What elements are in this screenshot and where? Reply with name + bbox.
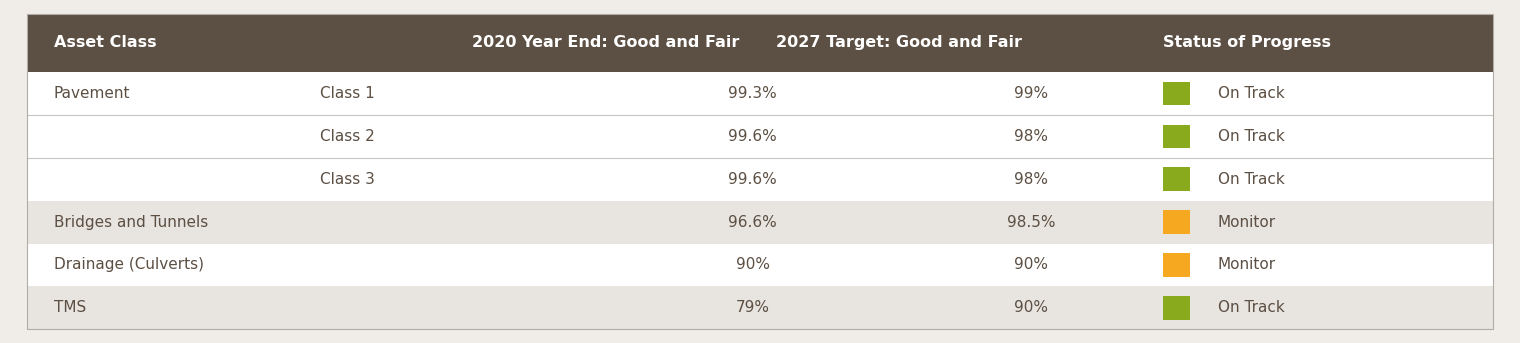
Text: 90%: 90% [1014,258,1049,272]
FancyBboxPatch shape [27,14,1493,72]
FancyBboxPatch shape [27,286,1493,329]
Text: 90%: 90% [736,258,769,272]
Text: On Track: On Track [1218,86,1284,101]
Text: Drainage (Culverts): Drainage (Culverts) [53,258,204,272]
Text: TMS: TMS [53,300,87,315]
Text: 2027 Target: Good and Fair: 2027 Target: Good and Fair [777,35,1023,50]
FancyBboxPatch shape [1163,296,1190,320]
Text: 96.6%: 96.6% [728,215,777,229]
Text: Class 1: Class 1 [321,86,375,101]
FancyBboxPatch shape [27,201,1493,244]
Text: On Track: On Track [1218,300,1284,315]
Text: Pavement: Pavement [53,86,131,101]
FancyBboxPatch shape [1163,82,1190,105]
FancyBboxPatch shape [1163,125,1190,148]
Text: 98%: 98% [1014,129,1049,144]
Text: 99.6%: 99.6% [728,129,777,144]
Text: On Track: On Track [1218,129,1284,144]
Text: 98%: 98% [1014,172,1049,187]
Text: 98.5%: 98.5% [1006,215,1055,229]
FancyBboxPatch shape [27,158,1493,201]
FancyBboxPatch shape [27,244,1493,286]
Text: 99%: 99% [1014,86,1049,101]
Text: Class 3: Class 3 [321,172,375,187]
Text: Bridges and Tunnels: Bridges and Tunnels [53,215,208,229]
FancyBboxPatch shape [27,72,1493,115]
Text: 2020 Year End: Good and Fair: 2020 Year End: Good and Fair [473,35,740,50]
FancyBboxPatch shape [27,115,1493,158]
FancyBboxPatch shape [1163,210,1190,234]
FancyBboxPatch shape [1163,167,1190,191]
Text: Class 2: Class 2 [321,129,375,144]
FancyBboxPatch shape [1163,253,1190,277]
Text: On Track: On Track [1218,172,1284,187]
Text: Status of Progress: Status of Progress [1163,35,1332,50]
Text: 99.3%: 99.3% [728,86,777,101]
Text: 99.6%: 99.6% [728,172,777,187]
Text: Monitor: Monitor [1218,258,1275,272]
Text: Monitor: Monitor [1218,215,1275,229]
Text: 90%: 90% [1014,300,1049,315]
Text: Asset Class: Asset Class [53,35,157,50]
Text: 79%: 79% [736,300,769,315]
